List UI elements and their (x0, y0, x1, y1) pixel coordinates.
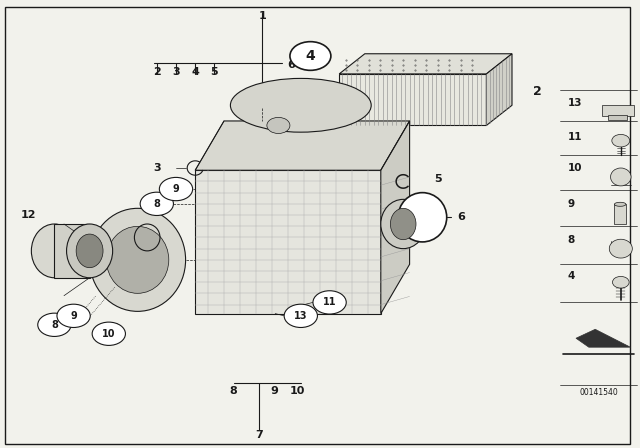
Text: 9: 9 (270, 386, 278, 396)
Text: 13: 13 (294, 311, 308, 321)
Circle shape (267, 117, 290, 134)
Ellipse shape (76, 234, 103, 267)
Text: 12: 12 (21, 210, 36, 220)
Ellipse shape (106, 226, 169, 293)
Circle shape (313, 291, 346, 314)
Text: 10: 10 (102, 329, 116, 339)
Circle shape (92, 322, 125, 345)
Text: 8: 8 (230, 386, 237, 396)
Bar (614, 204, 626, 224)
Polygon shape (486, 54, 512, 125)
Text: 6: 6 (287, 60, 295, 70)
Bar (54, 224, 90, 278)
Circle shape (57, 304, 90, 327)
Polygon shape (339, 54, 512, 74)
Bar (608, 115, 627, 120)
Circle shape (284, 304, 317, 327)
Circle shape (612, 134, 630, 147)
Text: 2: 2 (153, 67, 161, 77)
Circle shape (290, 42, 331, 70)
Text: 1: 1 (259, 11, 266, 21)
Text: 8: 8 (568, 235, 575, 245)
Text: 5: 5 (435, 174, 442, 184)
Polygon shape (381, 121, 410, 314)
Text: 6: 6 (457, 212, 465, 222)
Text: 11: 11 (323, 297, 337, 307)
Text: 9: 9 (173, 184, 179, 194)
Text: 9: 9 (568, 199, 575, 209)
Ellipse shape (31, 224, 77, 278)
Polygon shape (195, 170, 381, 314)
Ellipse shape (90, 208, 186, 311)
Text: 2: 2 (533, 85, 542, 99)
Text: 3: 3 (153, 163, 161, 173)
Ellipse shape (398, 193, 447, 242)
Bar (602, 105, 634, 116)
Ellipse shape (67, 224, 113, 278)
Text: 5: 5 (211, 67, 218, 77)
Ellipse shape (611, 168, 631, 186)
Circle shape (159, 177, 193, 201)
Text: 10: 10 (290, 386, 305, 396)
Polygon shape (195, 121, 410, 170)
Text: 10: 10 (568, 163, 582, 173)
Polygon shape (339, 74, 486, 125)
Circle shape (612, 276, 629, 288)
Text: 4: 4 (191, 67, 199, 77)
Text: 11: 11 (568, 132, 582, 142)
Ellipse shape (381, 199, 426, 249)
Ellipse shape (390, 208, 416, 240)
Text: 8: 8 (154, 199, 160, 209)
Circle shape (140, 192, 173, 215)
Text: 4: 4 (568, 271, 575, 280)
Text: 7: 7 (255, 431, 263, 440)
Text: 3: 3 (172, 67, 180, 77)
Polygon shape (576, 329, 630, 347)
Ellipse shape (614, 202, 626, 206)
Text: 13: 13 (568, 98, 582, 108)
Text: 4: 4 (305, 49, 316, 63)
Ellipse shape (230, 78, 371, 132)
Circle shape (38, 313, 71, 336)
Text: 00141540: 00141540 (579, 388, 618, 396)
Text: 9: 9 (70, 311, 77, 321)
Text: 8: 8 (51, 320, 58, 330)
Ellipse shape (609, 239, 632, 258)
